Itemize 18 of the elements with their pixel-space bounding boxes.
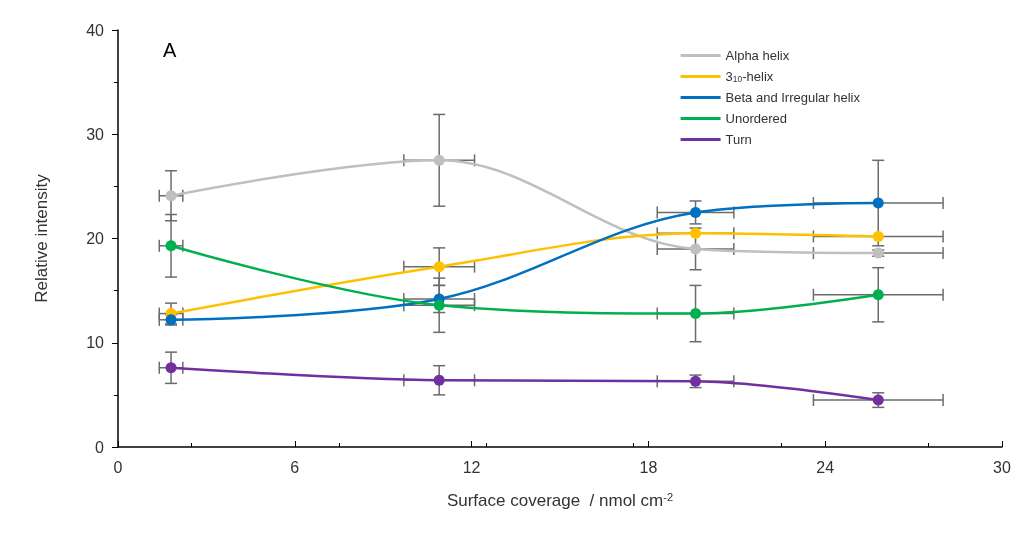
legend-label: Turn bbox=[725, 132, 752, 148]
y-tick-label: 20 bbox=[86, 230, 105, 247]
annotation: A bbox=[163, 39, 177, 61]
y-tick-label: 10 bbox=[86, 334, 105, 352]
x-tick-label: 6 bbox=[290, 458, 300, 476]
x-tick-label: 24 bbox=[816, 458, 835, 476]
y-tick-label: 30 bbox=[86, 125, 105, 143]
y-tick-label: 0 bbox=[95, 438, 105, 456]
x-tick-label: 0 bbox=[113, 458, 123, 476]
legend-label: 310-helix bbox=[725, 69, 774, 85]
legend-label: Beta and Irregular helix bbox=[725, 90, 861, 106]
legend-label: Alpha helix bbox=[725, 48, 790, 63]
x-tick-label: 18 bbox=[639, 458, 658, 476]
y-tick-label: 40 bbox=[86, 21, 105, 39]
legend-label: Unordered bbox=[725, 111, 788, 127]
x-tick-label: 30 bbox=[993, 458, 1011, 476]
y-axis-title: Relative intensity bbox=[32, 173, 51, 303]
x-tick-label: 12 bbox=[462, 458, 481, 476]
